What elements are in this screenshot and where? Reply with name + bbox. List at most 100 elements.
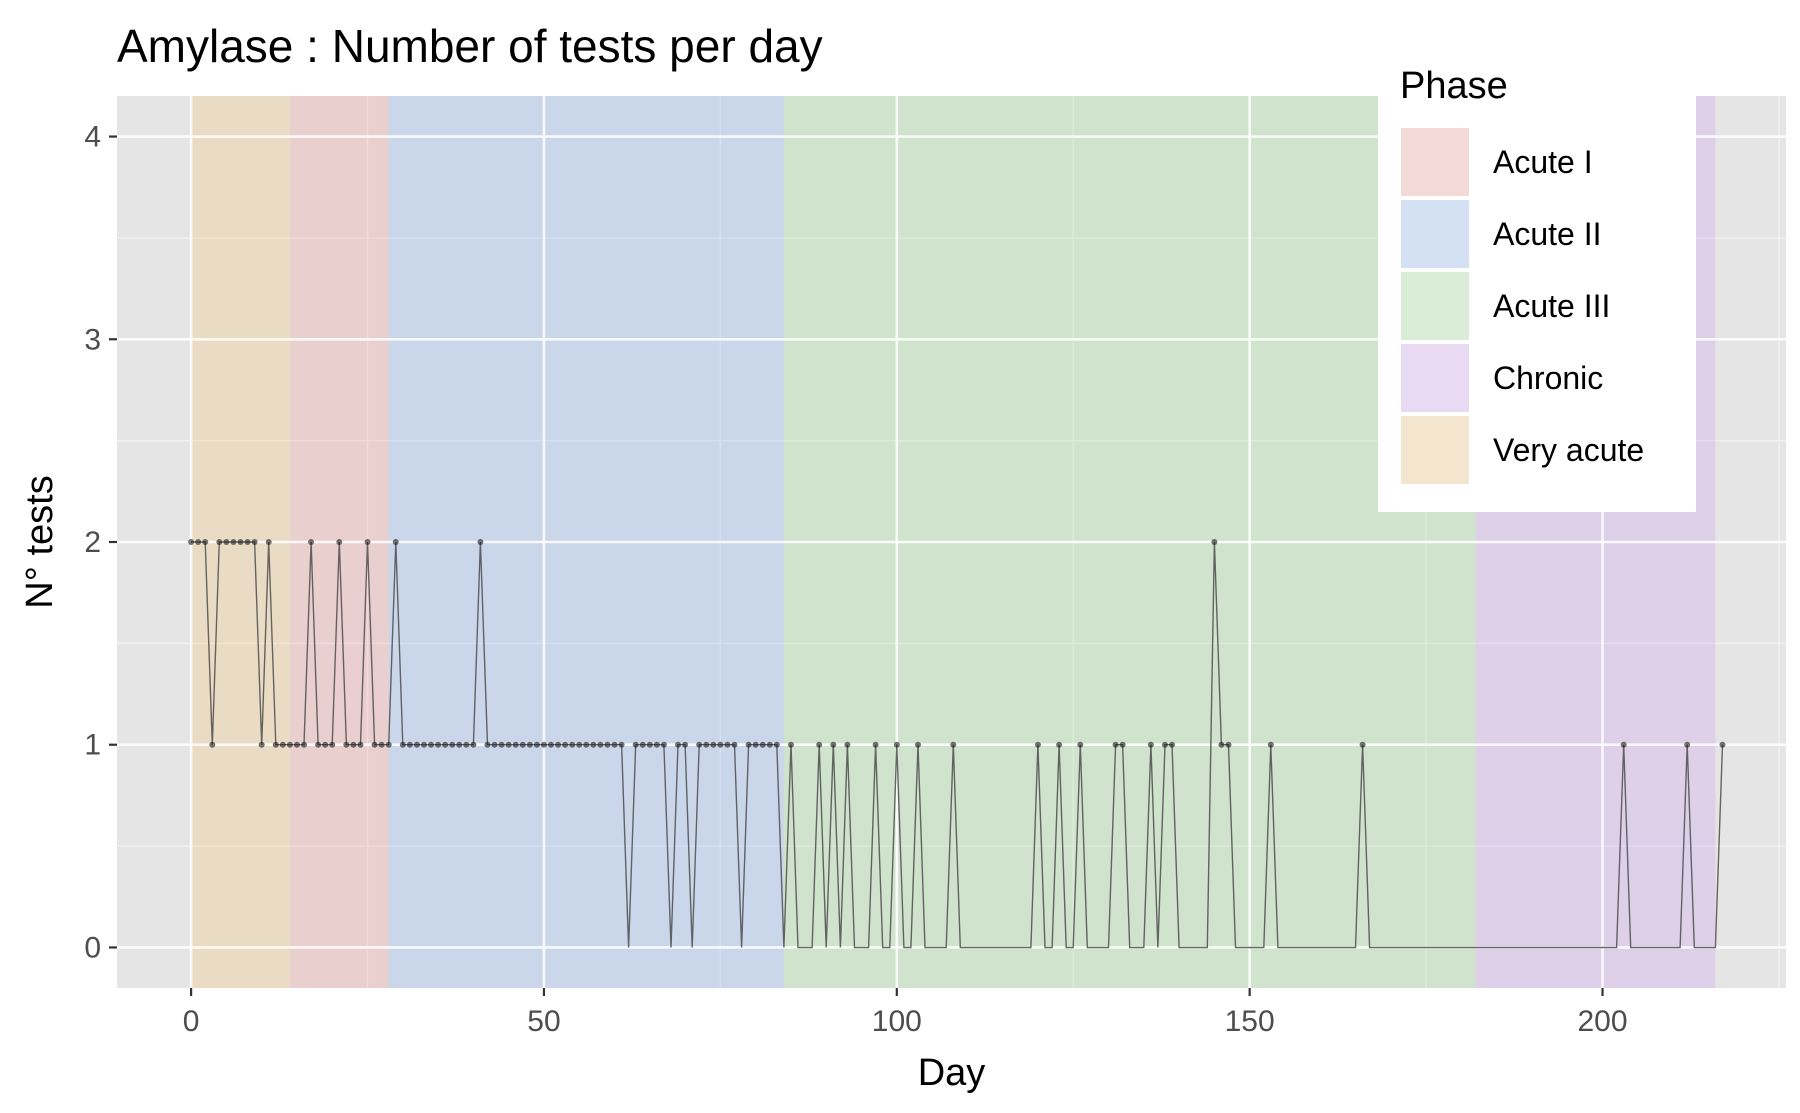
x-axis-label: Day [918, 1052, 986, 1094]
data-point [364, 539, 371, 545]
data-point [787, 741, 794, 748]
x-tick-label: 0 [183, 1005, 200, 1038]
data-point [696, 741, 703, 748]
data-point [653, 741, 660, 748]
data-point [759, 741, 766, 748]
data-point [378, 741, 385, 748]
data-point [286, 741, 293, 748]
data-point [1161, 741, 1168, 748]
data-point [216, 539, 223, 545]
chart-title: Amylase : Number of tests per day [117, 20, 823, 72]
y-axis: 0 1 2 3 4 [84, 121, 117, 964]
data-point [449, 741, 456, 748]
data-point [950, 741, 957, 748]
data-point [1112, 741, 1119, 748]
data-point [188, 539, 195, 545]
data-point [519, 741, 526, 748]
legend-key [1401, 128, 1469, 196]
data-point [420, 741, 427, 748]
data-point [392, 539, 399, 545]
legend-label: Acute II [1493, 216, 1602, 252]
data-point [555, 741, 562, 748]
legend: Phase Acute I Acute II Acute III Chronic Ver… [1378, 58, 1696, 512]
data-point [399, 741, 406, 748]
data-point [710, 741, 717, 748]
y-tick-label: 2 [84, 526, 101, 559]
data-point [618, 741, 625, 748]
data-point [1147, 741, 1154, 748]
data-point [251, 539, 258, 545]
data-point [512, 741, 519, 748]
data-point [322, 741, 329, 748]
data-point [385, 741, 392, 748]
data-point [336, 539, 343, 545]
data-point [315, 741, 322, 748]
data-point [371, 741, 378, 748]
legend-label: Very acute [1493, 432, 1644, 468]
data-point [632, 741, 639, 748]
legend-key [1401, 344, 1469, 412]
data-point [1169, 741, 1176, 748]
y-tick-label: 3 [84, 323, 101, 356]
legend-key [1401, 416, 1469, 484]
data-point [830, 741, 837, 748]
data-point [505, 741, 512, 748]
data-point [562, 741, 569, 748]
data-point [752, 741, 759, 748]
legend-key [1401, 272, 1469, 340]
data-point [484, 741, 491, 748]
data-point [279, 741, 286, 748]
data-point [350, 741, 357, 748]
y-tick-label: 0 [84, 931, 101, 964]
x-tick-label: 50 [527, 1005, 560, 1038]
data-point [1211, 539, 1218, 545]
data-point [675, 741, 682, 748]
data-point [533, 741, 540, 748]
legend-key-bg [1401, 128, 1469, 196]
data-point [1077, 741, 1084, 748]
data-point [456, 741, 463, 748]
data-point [308, 539, 315, 545]
data-point [745, 741, 752, 748]
data-point [223, 539, 230, 545]
legend-label: Acute III [1493, 288, 1610, 324]
data-point [766, 741, 773, 748]
data-point [660, 741, 667, 748]
series-layer [188, 539, 1726, 949]
data-point [1684, 741, 1691, 748]
data-point [202, 539, 209, 545]
data-point [583, 741, 590, 748]
data-point [569, 741, 576, 748]
data-point [301, 741, 308, 748]
data-point [343, 741, 350, 748]
data-point [463, 741, 470, 748]
data-point [1620, 741, 1627, 748]
legend-key [1401, 200, 1469, 268]
data-point [329, 741, 336, 748]
x-tick-label: 100 [872, 1005, 922, 1038]
data-point [724, 741, 731, 748]
data-point [604, 741, 611, 748]
data-point [1056, 741, 1063, 748]
data-point [893, 741, 900, 748]
legend-title: Phase [1400, 65, 1508, 107]
data-point [526, 741, 533, 748]
data-point [1034, 741, 1041, 748]
data-point [1225, 741, 1232, 748]
data-point [872, 741, 879, 748]
data-point [717, 741, 724, 748]
y-tick-label: 1 [84, 729, 101, 762]
data-point [703, 741, 710, 748]
data-point [230, 539, 237, 545]
data-point [548, 741, 555, 748]
legend-label: Acute I [1493, 144, 1593, 180]
legend-key-bg [1401, 272, 1469, 340]
data-point [1218, 741, 1225, 748]
y-tick-label: 4 [84, 121, 101, 154]
data-point [491, 741, 498, 748]
data-point [265, 539, 272, 545]
data-point [244, 539, 251, 545]
data-point [731, 741, 738, 748]
data-point [272, 741, 279, 748]
data-point [435, 741, 442, 748]
